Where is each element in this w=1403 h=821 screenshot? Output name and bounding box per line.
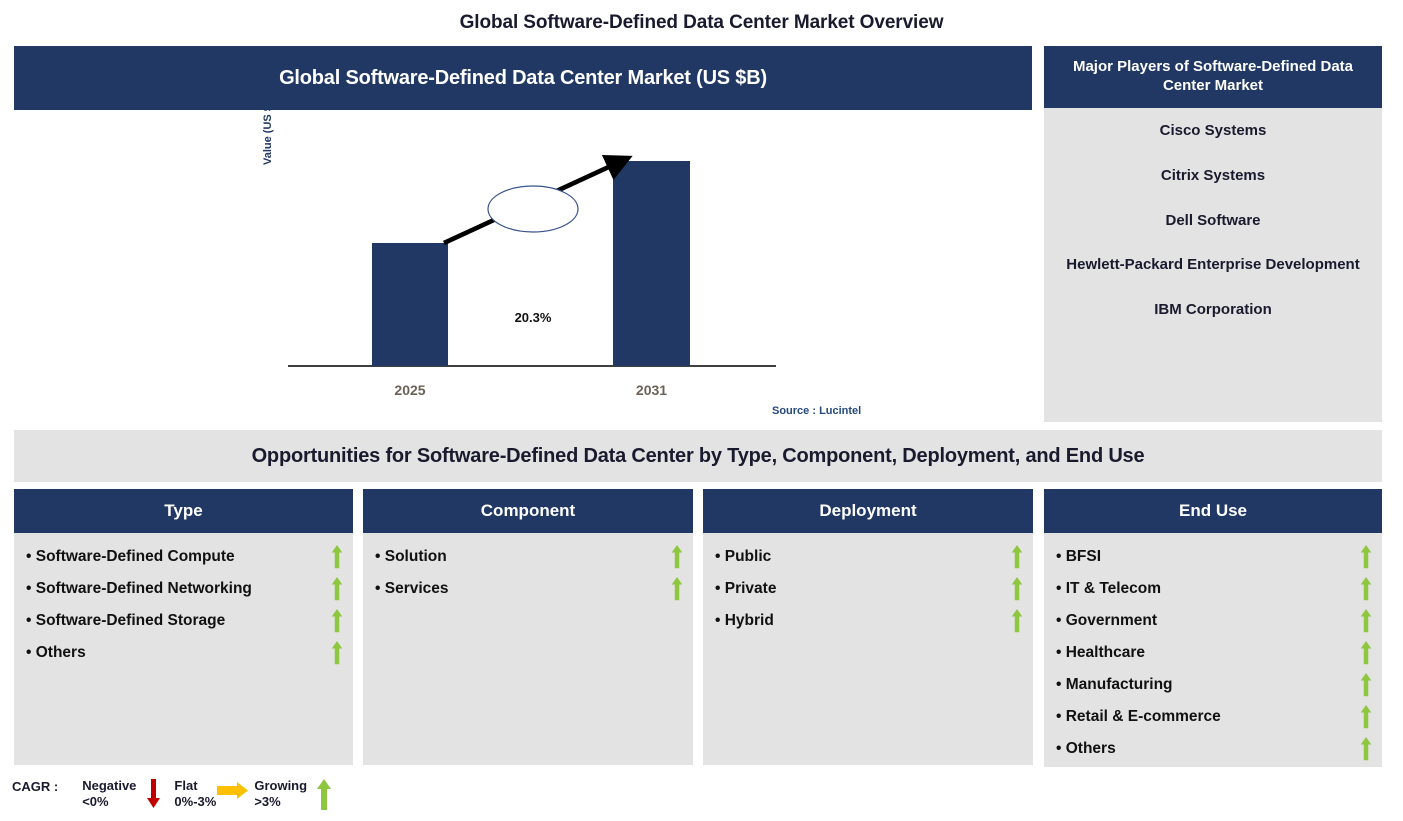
segment-column-header: Deployment	[703, 489, 1033, 533]
list-item: Others	[1056, 733, 1372, 765]
segment-column-header: Type	[14, 489, 353, 533]
list-item: Hewlett-Packard Enterprise Development	[1066, 256, 1360, 274]
cagr-legend-entry-negative: Negative <0%	[82, 778, 170, 810]
cagr-legend-title: CAGR :	[12, 779, 59, 794]
page-title: Global Software-Defined Data Center Mark…	[459, 12, 944, 33]
arrow-down-icon	[136, 778, 170, 809]
segment-column-type: Type Software-Defined ComputeSoftware-De…	[14, 489, 353, 765]
arrow-up-icon	[671, 545, 683, 569]
arrow-up-icon	[671, 577, 683, 601]
cagr-legend-name: Negative	[82, 778, 137, 793]
list-item: IT & Telecom	[1056, 573, 1372, 605]
segment-column-deployment: Deployment Public Private Hybrid	[703, 489, 1033, 765]
opportunities-banner-title: Opportunities for Software-Defined Data …	[251, 444, 1145, 467]
major-players-list: Cisco Systems Citrix Systems Dell Softwa…	[1044, 108, 1382, 320]
arrow-up-icon	[331, 577, 343, 601]
major-players-header: Major Players of Software-Defined Data C…	[1044, 46, 1382, 108]
list-item-label: Others	[26, 644, 86, 662]
arrow-right-icon	[216, 778, 250, 801]
list-item: BFSI	[1056, 541, 1372, 573]
list-item: Dell Software	[1165, 211, 1261, 229]
cagr-legend-name: Flat	[174, 778, 198, 793]
cagr-legend-entry-growing: Growing >3%	[254, 778, 341, 811]
arrow-up-icon	[331, 545, 343, 569]
list-item: Public	[715, 541, 1023, 573]
list-item: Solution	[375, 541, 683, 573]
cagr-legend-range: 0%-3%	[174, 794, 217, 809]
x-tick-label-2025: 2025	[394, 382, 426, 398]
cagr-legend-range: <0%	[82, 794, 109, 809]
source-label: Source : Lucintel	[772, 405, 862, 417]
segment-column-header: End Use	[1044, 489, 1382, 533]
arrow-up-icon	[1011, 577, 1023, 601]
cagr-legend-range: >3%	[254, 794, 281, 809]
arrow-up-icon	[1360, 641, 1372, 665]
list-item: Software-Defined Storage	[26, 605, 343, 637]
list-item-label: Solution	[375, 548, 447, 566]
segment-column-header: Component	[363, 489, 693, 533]
opportunities-banner: Opportunities for Software-Defined Data …	[14, 430, 1382, 482]
list-item: Government	[1056, 605, 1372, 637]
arrow-up-icon	[1360, 609, 1372, 633]
list-item-label: BFSI	[1056, 548, 1101, 566]
list-item-label: Manufacturing	[1056, 676, 1173, 694]
list-item: Others	[26, 637, 343, 669]
list-item: Software-Defined Compute	[26, 541, 343, 573]
x-tick-label-2031: 2031	[635, 382, 668, 398]
list-item: Private	[715, 573, 1023, 605]
segment-column-component: Component Solution Services	[363, 489, 693, 765]
arrow-up-icon	[331, 609, 343, 633]
list-item: Hybrid	[715, 605, 1023, 637]
list-item-label: Public	[715, 548, 772, 566]
list-item-label: Government	[1056, 612, 1157, 630]
list-item-label: Others	[1056, 740, 1116, 758]
bar-2031	[613, 161, 690, 366]
list-item-label: Software-Defined Networking	[26, 580, 252, 598]
list-item-label: Healthcare	[1056, 644, 1145, 662]
cagr-callout-ellipse	[487, 185, 579, 233]
arrow-up-icon	[307, 778, 341, 811]
arrow-up-icon	[1360, 737, 1372, 761]
list-item: IBM Corporation	[1154, 301, 1272, 318]
bar-chart-svg	[288, 154, 776, 367]
arrow-up-icon	[1360, 545, 1372, 569]
cagr-callout-label: 20.3%	[514, 310, 552, 325]
list-item-label: Software-Defined Storage	[26, 612, 225, 630]
segment-column-body: Solution Services	[363, 533, 693, 613]
arrow-up-icon	[1360, 705, 1372, 729]
list-item: Services	[375, 573, 683, 605]
list-item: Software-Defined Networking	[26, 573, 343, 605]
arrow-up-icon	[1011, 609, 1023, 633]
list-item-label: Software-Defined Compute	[26, 548, 235, 566]
cagr-legend-entry-flat: Flat 0%-3%	[174, 778, 250, 810]
segment-column-body: BFSI IT & Telecom Government Healthcare Manu…	[1044, 533, 1382, 773]
list-item: Manufacturing	[1056, 669, 1372, 701]
major-players-panel: Major Players of Software-Defined Data C…	[1044, 46, 1382, 422]
list-item-label: Services	[375, 580, 449, 598]
list-item-label: Retail & E-commerce	[1056, 708, 1221, 726]
list-item-label: Hybrid	[715, 612, 774, 630]
cagr-legend-name: Growing	[254, 778, 308, 793]
list-item: Citrix Systems	[1160, 166, 1266, 184]
list-item: Healthcare	[1056, 637, 1372, 669]
arrow-up-icon	[331, 641, 343, 665]
market-chart-title: Global Software-Defined Data Center Mark…	[279, 67, 767, 89]
segment-column-end-use: End Use BFSI IT & Telecom Government Health…	[1044, 489, 1382, 767]
arrow-up-icon	[1011, 545, 1023, 569]
list-item: Retail & E-commerce	[1056, 701, 1372, 733]
market-chart-area: 20.3% 2025 2031	[14, 110, 1032, 422]
y-axis-label: Value (US $B)	[262, 93, 274, 165]
list-item: Cisco Systems	[1159, 122, 1267, 139]
segment-column-body: Public Private Hybrid	[703, 533, 1033, 645]
arrow-up-icon	[1360, 577, 1372, 601]
arrow-up-icon	[1360, 673, 1372, 697]
list-item-label: Private	[715, 580, 777, 598]
list-item-label: IT & Telecom	[1056, 580, 1161, 598]
bar-2025	[372, 243, 448, 366]
segment-column-body: Software-Defined Compute Software-Defined…	[14, 533, 353, 677]
market-chart-panel-header: Global Software-Defined Data Center Mark…	[14, 46, 1032, 110]
cagr-legend: CAGR : Negative <0% Flat 0%-3% Growing >…	[12, 778, 345, 811]
